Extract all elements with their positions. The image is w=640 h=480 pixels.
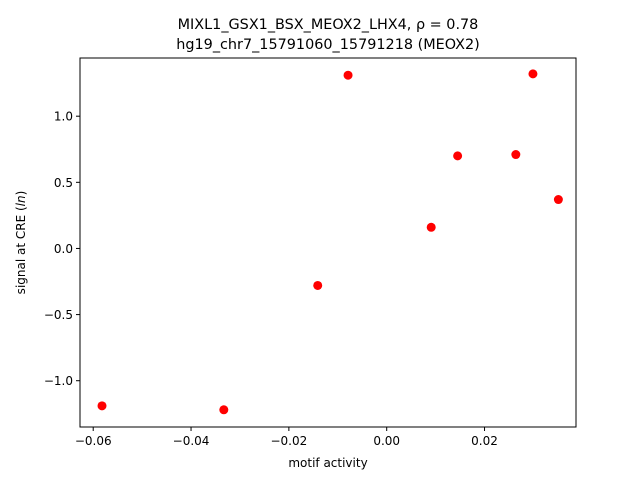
data-point-7: [511, 150, 521, 160]
data-point-2: [219, 405, 229, 415]
data-point-6: [453, 151, 463, 161]
x-tick-label: −0.06: [75, 434, 112, 448]
y-axis-label: signal at CRE (ln): [14, 191, 28, 295]
data-points: [97, 69, 563, 415]
y-tick-label: −0.5: [44, 308, 73, 322]
x-tick-label: 0.00: [373, 434, 400, 448]
x-tick-label: −0.02: [270, 434, 307, 448]
x-axis-label: motif activity: [288, 456, 367, 470]
data-point-9: [553, 195, 563, 205]
plot-area-frame: [79, 57, 577, 428]
y-tick-label: 1.0: [54, 110, 73, 124]
x-tick-label: 0.02: [471, 434, 498, 448]
y-tick-label: 0.0: [54, 242, 73, 256]
data-point-3: [313, 280, 323, 290]
data-point-5: [426, 222, 436, 232]
data-point-8: [528, 69, 538, 79]
data-point-1: [97, 401, 107, 411]
data-point-4: [343, 70, 353, 80]
chart-title-line1: MIXL1_GSX1_BSX_MEOX2_LHX4, ρ = 0.78: [178, 17, 479, 33]
x-tick-label: −0.04: [173, 434, 210, 448]
y-tick-label: −1.0: [44, 374, 73, 388]
y-axis-ticks: −1.0 −0.5 0.0 0.5 1.0: [44, 110, 80, 388]
chart-title-line2: hg19_chr7_15791060_15791218 (MEOX2): [176, 37, 479, 53]
x-axis-ticks: −0.06 −0.04 −0.02 0.00 0.02: [75, 427, 498, 448]
y-tick-label: 0.5: [54, 176, 73, 190]
